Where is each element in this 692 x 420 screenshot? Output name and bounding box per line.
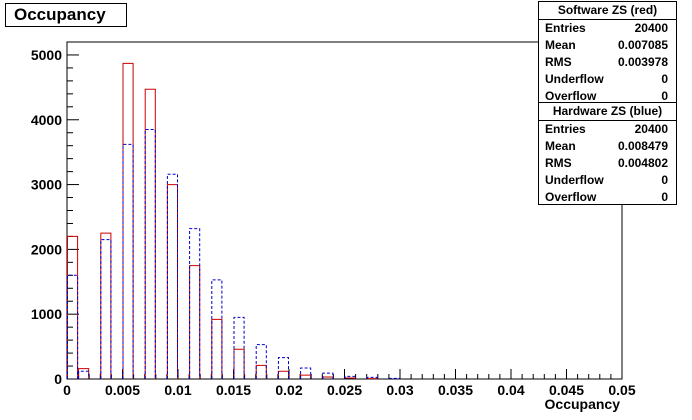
stats-box-hardware: Hardware ZS (blue) Entries 20400 Mean 0.00… (538, 102, 677, 205)
software-bar (277, 370, 289, 379)
hardware-bar (100, 239, 112, 379)
y-tick-label: 1000 (31, 306, 62, 322)
x-tick-label: 0.02 (275, 382, 302, 398)
y-tick-label: 3000 (31, 177, 62, 193)
stats-label: Mean (545, 38, 576, 52)
stats-value: 0.003978 (617, 55, 668, 69)
stats-label: Underflow (545, 72, 604, 86)
x-tick-label: 0.05 (608, 382, 635, 398)
hardware-bar (67, 274, 79, 379)
stats-value: 0 (661, 173, 668, 187)
stats-value: 0 (661, 72, 668, 86)
stats-value: 20400 (634, 122, 668, 136)
stats-row: Mean 0.008479 (539, 138, 676, 155)
y-tick-label: 5000 (31, 47, 62, 63)
stats-label: RMS (545, 55, 572, 69)
hardware-bar (211, 279, 223, 379)
stats-row: Underflow 0 (539, 71, 676, 88)
stats-software-title: Software ZS (red) (539, 2, 676, 20)
software-bar (300, 374, 312, 379)
x-tick-label: 0.035 (438, 382, 473, 398)
y-tick-label: 4000 (31, 112, 62, 128)
x-tick-label: 0.03 (386, 382, 413, 398)
stats-row: Mean 0.007085 (539, 37, 676, 54)
stats-label: Mean (545, 139, 576, 153)
hardware-bar (233, 316, 245, 379)
software-bar (211, 318, 223, 379)
hardware-bar (388, 377, 400, 379)
x-tick-label: 0 (63, 382, 71, 398)
software-bar (122, 62, 134, 379)
x-tick-label: 0.01 (164, 382, 191, 398)
hardware-bar (322, 372, 334, 379)
stats-label: Entries (545, 122, 586, 136)
stats-value: 0.004802 (617, 156, 668, 170)
histogram-title: Occupancy (5, 3, 127, 27)
stats-row: RMS 0.004802 (539, 155, 676, 172)
histogram-bars (67, 62, 400, 380)
hardware-bar (189, 228, 201, 379)
software-bar (67, 235, 79, 379)
stats-value: 0 (661, 89, 668, 103)
tick-labels: 0 0.005 0.01 0.015 0.02 0.025 0.03 0.035 0.04 0.0… (31, 47, 636, 398)
stats-row: Overflow 0 (539, 88, 676, 105)
hardware-bar (366, 376, 378, 379)
software-bar (100, 232, 112, 379)
x-tick-label: 0.005 (105, 382, 140, 398)
stats-value: 20400 (634, 21, 668, 35)
stats-value: 0.008479 (617, 139, 668, 153)
x-tick-label: 0.045 (549, 382, 584, 398)
stats-hardware-title: Hardware ZS (blue) (539, 103, 676, 121)
stats-label: Overflow (545, 190, 597, 204)
stats-row: RMS 0.003978 (539, 54, 676, 71)
stats-label: RMS (545, 156, 572, 170)
stats-row: Underflow 0 (539, 172, 676, 189)
x-tick-label: 0.04 (497, 382, 524, 398)
stats-box-software: Software ZS (red) Entries 20400 Mean 0.007… (538, 1, 677, 103)
stats-value: 0.007085 (617, 38, 668, 52)
hardware-bar (277, 357, 289, 379)
y-tick-label: 2000 (31, 241, 62, 257)
x-tick-label: 0.025 (327, 382, 362, 398)
stats-label: Underflow (545, 173, 604, 187)
x-tick-label: 0.015 (216, 382, 251, 398)
x-axis-label: Occupancy (545, 396, 621, 412)
stats-label: Overflow (545, 89, 597, 103)
stats-row: Entries 20400 (539, 121, 676, 138)
stats-row: Overflow 0 (539, 189, 676, 206)
software-bar (233, 348, 245, 379)
stats-label: Entries (545, 21, 586, 35)
stats-row: Entries 20400 (539, 20, 676, 37)
software-bar (255, 364, 267, 379)
hardware-bar (344, 375, 356, 379)
software-bar (189, 265, 201, 379)
software-bar (144, 88, 156, 379)
stats-value: 0 (661, 190, 668, 204)
hardware-bar (166, 173, 178, 379)
software-bar (78, 368, 90, 379)
hardware-bar (78, 370, 90, 379)
hardware-bar (255, 344, 267, 379)
software-bar (166, 184, 178, 379)
hardware-bar (300, 367, 312, 379)
hardware-bar (144, 128, 156, 379)
hardware-bar (122, 143, 134, 379)
y-tick-label: 0 (54, 371, 62, 387)
